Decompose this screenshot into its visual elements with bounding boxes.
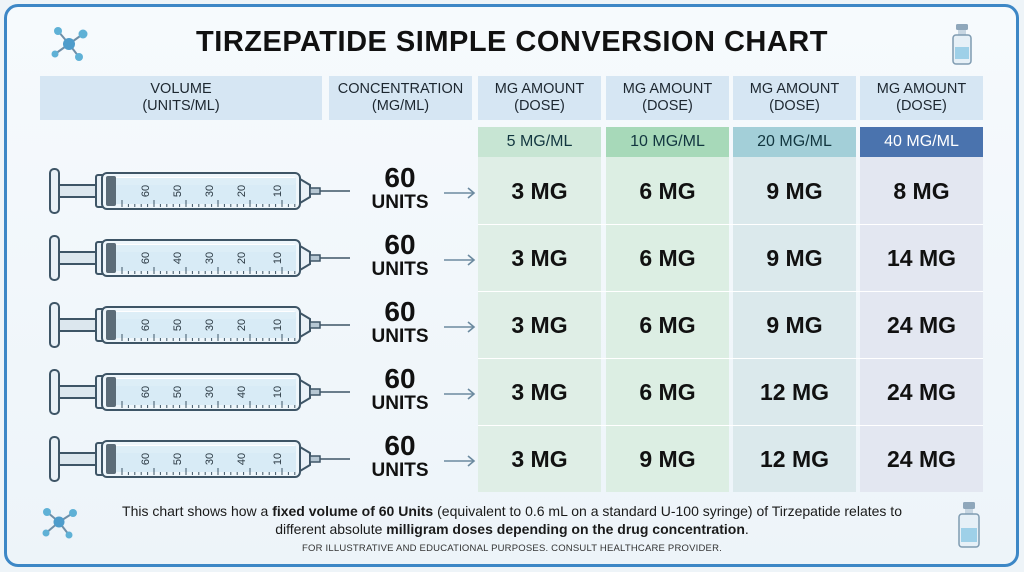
vial-icon <box>958 502 980 548</box>
concentration-10: 10 MG/ML <box>606 127 729 157</box>
dose-cell: 6 MG <box>639 244 696 271</box>
syringe-tick-label: 10 <box>272 385 284 397</box>
dose-cell: 8 MG <box>893 177 950 204</box>
syringe-tick-label: 40 <box>172 251 184 263</box>
row-divider <box>478 358 983 359</box>
syringe-tick-label: 20 <box>236 318 248 330</box>
syringe-tick-label: 50 <box>172 318 184 330</box>
syringe-icon: 60 50 30 20 10 <box>49 301 350 348</box>
dose-cell: 24 MG <box>886 311 957 338</box>
units-label: UNITS <box>371 258 429 280</box>
syringe-tick-label: 60 <box>140 452 152 464</box>
units-value: 60 <box>384 228 416 260</box>
dose-cell: 9 MG <box>639 445 696 472</box>
units-value: 60 <box>384 161 416 193</box>
arrow-right-icon <box>444 320 476 333</box>
dose-cell: 9 MG <box>766 311 823 338</box>
concentration-40: 40 MG/ML <box>860 127 983 157</box>
header-dose-40: MG AMOUNT (DOSE) <box>860 76 983 120</box>
column-5 <box>478 157 601 492</box>
column-10 <box>606 157 729 492</box>
syringe-tick-label: 10 <box>272 184 284 196</box>
disclaimer-footnote: FOR ILLUSTRATIVE AND EDUCATIONAL PURPOSE… <box>302 543 722 554</box>
row-divider <box>478 425 983 426</box>
syringe-tick-label: 10 <box>272 251 284 263</box>
molecule-icon <box>51 27 88 61</box>
syringe-tick-label: 60 <box>140 385 152 397</box>
arrow-right-icon <box>444 253 476 266</box>
syringe-tick-label: 60 <box>140 251 152 263</box>
syringe-icon: 60 50 30 40 10 <box>49 435 350 482</box>
molecule-icon <box>42 508 77 539</box>
syringe-tick-label: 30 <box>204 385 216 397</box>
units-value: 60 <box>384 429 416 461</box>
dose-cell: 12 MG <box>759 445 830 472</box>
syringe-tick-label: 10 <box>272 318 284 330</box>
syringe-tick-label: 30 <box>204 184 216 196</box>
syringe-tick-label: 20 <box>236 251 248 263</box>
units-label: UNITS <box>371 459 429 481</box>
syringe-tick-label: 30 <box>204 452 216 464</box>
dose-cell: 6 MG <box>639 177 696 204</box>
units-label: UNITS <box>371 325 429 347</box>
header-dose-10: MG AMOUNT (DOSE) <box>606 76 729 120</box>
dose-cell: 3 MG <box>511 378 568 405</box>
dose-cell: 3 MG <box>511 177 568 204</box>
arrow-right-icon <box>444 454 476 467</box>
header-volume: VOLUME (UNITS/ML) <box>40 76 322 120</box>
syringe-tick-label: 30 <box>204 318 216 330</box>
dose-cell: 3 MG <box>511 311 568 338</box>
units-label: UNITS <box>371 392 429 414</box>
row-divider <box>478 291 983 292</box>
header-dose-5: MG AMOUNT (DOSE) <box>478 76 601 120</box>
syringe-tick-label: 60 <box>140 184 152 196</box>
units-label: UNITS <box>371 191 429 213</box>
syringe-icon: 60 50 30 20 10 <box>49 167 350 214</box>
dose-cell: 3 MG <box>511 445 568 472</box>
vial-icon <box>952 24 972 65</box>
arrow-right-icon <box>444 387 476 400</box>
row-divider <box>478 224 983 225</box>
syringe-icon: 60 50 30 40 10 <box>49 368 350 415</box>
arrow-right-icon <box>444 186 476 199</box>
syringe-tick-label: 10 <box>272 452 284 464</box>
syringe-tick-label: 50 <box>172 452 184 464</box>
units-value: 60 <box>384 362 416 394</box>
concentration-20: 20 MG/ML <box>733 127 856 157</box>
column-20 <box>733 157 856 492</box>
syringe-icon: 60 40 30 20 10 <box>49 234 350 281</box>
dose-cell: 6 MG <box>639 311 696 338</box>
syringe-tick-label: 40 <box>236 452 248 464</box>
dose-cell: 3 MG <box>511 244 568 271</box>
column-40 <box>860 157 983 492</box>
dose-cell: 12 MG <box>759 378 830 405</box>
header-dose-20: MG AMOUNT (DOSE) <box>733 76 856 120</box>
header-concentration: CONCENTRATION (MG/ML) <box>329 76 472 120</box>
concentration-5: 5 MG/ML <box>478 127 601 157</box>
chart-title: TIRZEPATIDE SIMPLE CONVERSION CHART <box>196 26 828 58</box>
syringe-tick-label: 40 <box>236 385 248 397</box>
dose-cell: 9 MG <box>766 244 823 271</box>
units-value: 60 <box>384 295 416 327</box>
syringe-tick-label: 50 <box>172 184 184 196</box>
syringe-tick-label: 30 <box>204 251 216 263</box>
syringe-tick-label: 20 <box>236 184 248 196</box>
syringe-tick-label: 60 <box>140 318 152 330</box>
chart-description: This chart shows how a fixed volume of 6… <box>122 503 902 537</box>
dose-cell: 24 MG <box>886 445 957 472</box>
dose-cell: 24 MG <box>886 378 957 405</box>
dose-cell: 6 MG <box>639 378 696 405</box>
dose-cell: 14 MG <box>886 244 957 271</box>
dose-cell: 9 MG <box>766 177 823 204</box>
syringe-tick-label: 50 <box>172 385 184 397</box>
